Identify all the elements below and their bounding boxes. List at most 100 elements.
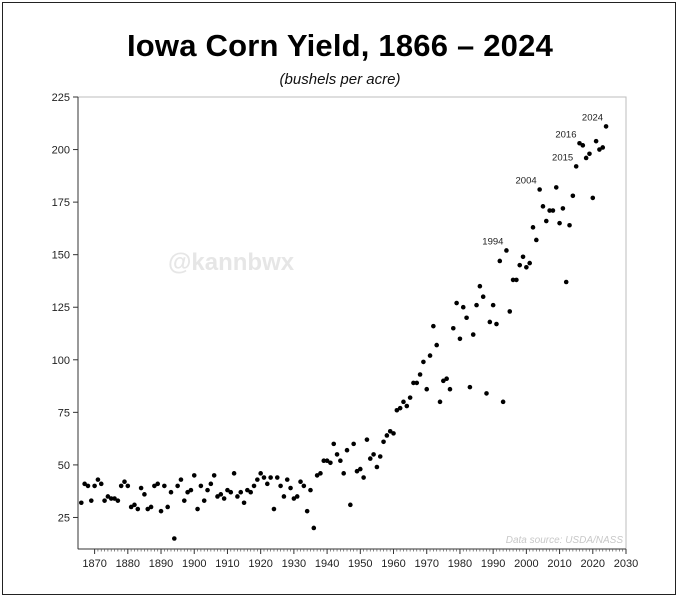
data-point (600, 145, 606, 150)
x-tick-label: 2020 (581, 558, 605, 570)
data-point (261, 475, 267, 480)
data-point (504, 248, 509, 253)
data-point (404, 403, 410, 409)
data-point (431, 323, 436, 329)
data-point (540, 204, 546, 209)
x-tick-label: 1960 (381, 558, 405, 570)
y-tick-label: 100 (52, 355, 70, 367)
data-point (397, 405, 403, 411)
data-point (457, 336, 463, 342)
data-point (168, 489, 174, 495)
data-point (82, 481, 87, 487)
data-point (152, 483, 157, 489)
data-point (470, 332, 476, 337)
y-tick-label: 125 (52, 302, 70, 314)
data-point (255, 477, 260, 482)
data-point (510, 277, 516, 283)
data-point (258, 471, 263, 476)
data-point (417, 372, 423, 377)
data-point (191, 473, 197, 478)
data-point (514, 277, 519, 283)
data-point (281, 494, 287, 499)
data-point (331, 441, 337, 447)
data-point (132, 502, 137, 508)
data-point (401, 399, 406, 405)
x-tick-label: 1970 (414, 558, 438, 570)
data-point (454, 300, 459, 306)
plot-background: @kannbwx Data source: USDA/NASS (77, 96, 627, 550)
data-point (185, 489, 190, 495)
x-tick-label: 1890 (149, 558, 173, 570)
data-point (95, 477, 101, 482)
data-point (158, 508, 164, 514)
source-note: Data source: USDA/NASS (506, 535, 624, 546)
data-point (447, 386, 453, 392)
data-point (155, 481, 161, 487)
data-point (580, 143, 586, 148)
x-tick-label: 2010 (547, 558, 571, 570)
data-point (228, 489, 234, 495)
data-point (387, 428, 393, 434)
data-point (148, 504, 154, 510)
data-point (567, 222, 572, 228)
data-point (573, 164, 579, 169)
data-point (301, 483, 307, 489)
data-point (560, 206, 566, 211)
data-point (311, 525, 317, 531)
data-point (354, 468, 360, 474)
data-point (225, 487, 230, 493)
data-point (188, 487, 194, 493)
x-tick-label: 2000 (514, 558, 538, 570)
data-point (314, 473, 320, 478)
data-point (268, 475, 273, 480)
data-point (381, 439, 386, 445)
data-point (371, 452, 376, 457)
data-point (102, 498, 107, 503)
data-point (424, 386, 430, 392)
annotation-label: 1994 (482, 236, 503, 247)
x-tick-label: 1950 (348, 558, 372, 570)
data-point (487, 319, 493, 325)
data-point (394, 407, 400, 413)
data-point (211, 473, 217, 478)
data-point (291, 496, 297, 501)
data-point (434, 342, 439, 348)
data-point (367, 456, 373, 461)
y-tick-label: 50 (58, 460, 70, 472)
data-point (92, 483, 97, 489)
data-point (577, 140, 582, 146)
x-tick-label: 1980 (448, 558, 472, 570)
annotation-label: 2024 (582, 112, 603, 123)
x-tick-label: 1880 (116, 558, 140, 570)
data-point (338, 458, 343, 464)
data-point (318, 471, 323, 476)
data-point (108, 496, 114, 501)
data-point (603, 124, 609, 129)
data-point (304, 508, 310, 514)
data-point (348, 502, 353, 508)
data-point (427, 353, 433, 358)
data-point (241, 500, 247, 506)
data-point (587, 151, 592, 157)
data-point (484, 391, 489, 396)
data-point (175, 483, 180, 489)
data-point (251, 483, 257, 489)
data-point (563, 279, 569, 285)
x-tick-label: 1920 (248, 558, 272, 570)
data-point (344, 447, 350, 453)
data-point (321, 458, 327, 464)
data-point (590, 195, 596, 201)
data-point (524, 264, 529, 270)
data-point (537, 187, 542, 192)
y-tick-label: 75 (58, 407, 70, 419)
data-point (557, 220, 562, 226)
data-point (105, 494, 111, 499)
data-point (583, 155, 589, 161)
plot-area (77, 96, 627, 550)
data-point (543, 218, 549, 224)
data-point (238, 489, 244, 495)
x-tick-label: 1930 (282, 558, 306, 570)
data-point (391, 431, 396, 436)
data-point (221, 496, 227, 501)
data-point (265, 481, 270, 487)
